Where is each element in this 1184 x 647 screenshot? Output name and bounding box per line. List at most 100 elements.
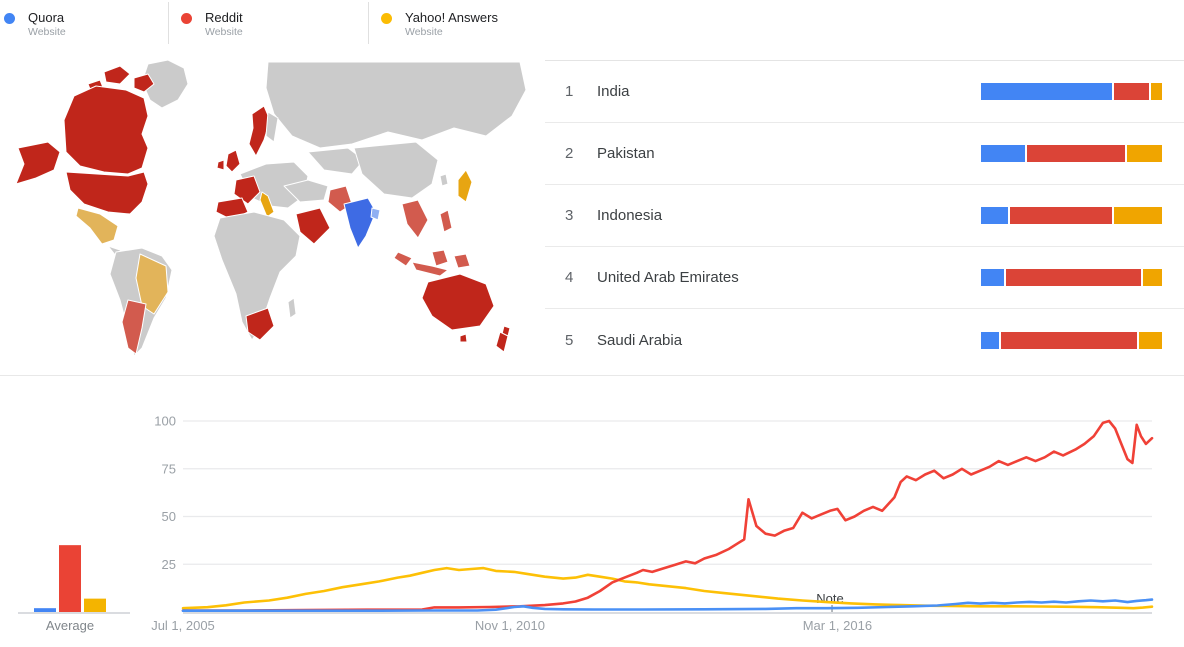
bar-segment-quora[interactable]: [981, 145, 1026, 162]
legend-item-quora: Quora Website: [4, 10, 66, 39]
bar-segment-yahoo[interactable]: [1114, 207, 1162, 224]
map-region-scandinavia[interactable]: [248, 105, 271, 157]
region-ranking-list: 1 India 2 Pakistan 3 Indonesia 4 United Arab Em…: [545, 60, 1184, 371]
bar-segment-yahoo[interactable]: [1151, 83, 1162, 100]
map-region-china[interactable]: [353, 141, 439, 199]
ranking-row-pakistan[interactable]: 2 Pakistan: [545, 123, 1184, 185]
x-axis-label-1: Nov 1, 2010: [475, 618, 545, 633]
map-region-australia[interactable]: [421, 273, 495, 331]
map-region-canada[interactable]: [63, 85, 149, 175]
region-breakdown-bar[interactable]: [981, 145, 1162, 162]
map-region-borneo[interactable]: [431, 249, 449, 267]
average-bar-reddit[interactable]: [59, 545, 81, 612]
bar-segment-quora[interactable]: [981, 331, 999, 349]
map-region-bangladesh[interactable]: [370, 207, 381, 221]
region-name: Saudi Arabia: [597, 331, 683, 349]
map-region-italy[interactable]: [259, 191, 275, 218]
x-axis-label-2: Mar 1, 2016: [803, 618, 872, 633]
map-region-new-zealand-south[interactable]: [495, 331, 509, 353]
y-axis-label-75: 75: [162, 461, 176, 476]
map-region-saudi-arabia[interactable]: [295, 207, 331, 245]
bar-segment-reddit[interactable]: [1113, 83, 1150, 100]
map-region-madagascar[interactable]: [287, 297, 297, 319]
map-region-uk[interactable]: [225, 149, 241, 173]
average-bar-yahoo-answers[interactable]: [84, 598, 106, 612]
region-name: United Arab Emirates: [597, 269, 739, 286]
map-region-sulawesi[interactable]: [453, 253, 471, 269]
legend-divider: [168, 2, 169, 44]
reddit-color-dot-icon: [181, 13, 192, 24]
legend-item-yahoo-answers: Yahoo! Answers Website: [381, 10, 498, 39]
map-region-indochina[interactable]: [401, 199, 429, 239]
ranking-row-united-arab-emirates[interactable]: 4 United Arab Emirates: [545, 247, 1184, 309]
map-region-finland[interactable]: [265, 111, 279, 143]
world-map[interactable]: [8, 56, 543, 374]
quora-color-dot-icon: [4, 13, 15, 24]
ranking-row-saudi-arabia[interactable]: 5 Saudi Arabia: [545, 309, 1184, 371]
map-region-korea[interactable]: [439, 173, 449, 187]
map-region-mexico[interactable]: [75, 207, 119, 245]
yahoo-color-dot-icon: [381, 13, 392, 24]
trend-line-yahoo-answers[interactable]: [181, 566, 1154, 610]
map-region-ireland[interactable]: [216, 159, 225, 171]
map-region-tasmania[interactable]: [459, 333, 468, 343]
average-label: Average: [46, 618, 94, 633]
legend-divider: [368, 2, 369, 44]
y-axis-label-25: 25: [162, 557, 176, 572]
bar-segment-reddit[interactable]: [1006, 269, 1141, 286]
map-region-usa[interactable]: [65, 171, 149, 215]
ranking-row-india[interactable]: 1 India: [545, 61, 1184, 123]
map-region-japan[interactable]: [457, 169, 473, 203]
x-axis-label-0: Jul 1, 2005: [151, 618, 215, 633]
map-region-brazil[interactable]: [135, 253, 169, 315]
legend-term-type: Website: [405, 26, 443, 38]
legend-item-reddit: Reddit Website: [181, 10, 243, 39]
bar-segment-quora[interactable]: [981, 83, 1112, 100]
rank-number: 2: [565, 145, 574, 162]
y-axis-label-50: 50: [162, 509, 176, 524]
bar-segment-reddit[interactable]: [1009, 207, 1113, 224]
bar-segment-quora[interactable]: [981, 207, 1008, 224]
average-bar-quora[interactable]: [34, 608, 56, 612]
map-region-russia[interactable]: [265, 61, 527, 149]
map-region-philippines[interactable]: [439, 209, 453, 233]
bar-segment-yahoo[interactable]: [1139, 331, 1162, 349]
map-region-malaysia[interactable]: [393, 251, 413, 267]
region-breakdown-bar[interactable]: [981, 269, 1162, 286]
map-region-argentina[interactable]: [121, 299, 147, 355]
region-name: India: [597, 83, 630, 100]
map-region-indonesia-west[interactable]: [411, 261, 449, 277]
rank-number: 4: [565, 269, 574, 286]
compare-legend: Quora Website Reddit Website Yahoo! Answ…: [0, 0, 1184, 46]
map-region-arctic-island-1[interactable]: [103, 65, 131, 85]
map-region-arctic-island-2[interactable]: [133, 73, 155, 93]
map-region-central-asia[interactable]: [307, 147, 365, 175]
region-breakdown-bar[interactable]: [981, 83, 1162, 100]
y-axis-label-100: 100: [154, 414, 176, 429]
bar-segment-yahoo[interactable]: [1126, 145, 1162, 162]
ranking-row-indonesia[interactable]: 3 Indonesia: [545, 185, 1184, 247]
section-divider: [0, 375, 1184, 376]
map-region-turkey-iran[interactable]: [283, 179, 329, 203]
map-region-alaska[interactable]: [15, 141, 61, 185]
region-name: Indonesia: [597, 207, 663, 224]
rank-number: 5: [565, 331, 574, 349]
bar-segment-reddit[interactable]: [1027, 145, 1125, 162]
map-region-france[interactable]: [233, 175, 261, 205]
interest-over-time-chart[interactable]: 25 50 75 100 Jul 1, 2005 Nov 1, 2010 Mar 1, 20…: [0, 380, 1184, 647]
legend-term-label: Reddit: [205, 10, 243, 25]
bar-segment-yahoo[interactable]: [1142, 269, 1162, 286]
legend-term-label: Yahoo! Answers: [405, 10, 498, 25]
trend-line-reddit[interactable]: [181, 419, 1154, 612]
map-region-south-africa[interactable]: [245, 307, 275, 341]
bar-segment-quora[interactable]: [981, 269, 1004, 286]
map-region-india[interactable]: [343, 197, 377, 249]
legend-term-type: Website: [28, 26, 66, 38]
trend-line-quora[interactable]: [181, 598, 1154, 613]
region-breakdown-bar[interactable]: [981, 331, 1162, 349]
legend-term-label: Quora: [28, 10, 65, 25]
bar-segment-reddit[interactable]: [1000, 331, 1137, 349]
legend-term-type: Website: [205, 26, 243, 38]
region-breakdown-bar[interactable]: [981, 207, 1162, 224]
